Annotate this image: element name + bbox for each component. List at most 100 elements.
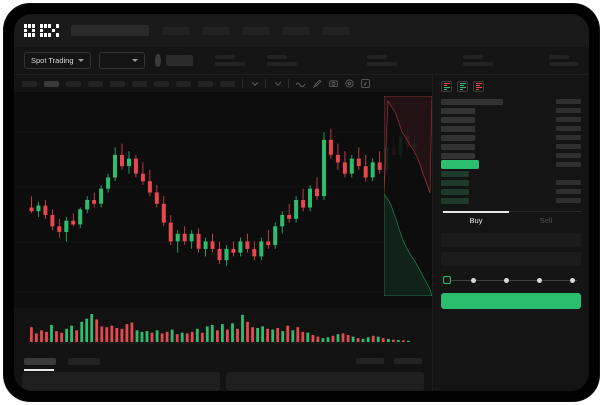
orders-tab-0[interactable] (24, 357, 56, 371)
orderbook-row-value (556, 180, 581, 185)
orderbook-row-value (556, 108, 581, 113)
volume-canvas (28, 314, 410, 344)
tab-sell[interactable]: Sell (539, 216, 553, 225)
orderbook-row[interactable] (441, 115, 581, 124)
orderbook-bids-icon[interactable] (457, 81, 468, 92)
pair-name (166, 55, 194, 66)
orderbook-row-value (556, 153, 581, 158)
orderbook-row-bar (441, 134, 475, 141)
orders-action-0[interactable] (356, 358, 384, 364)
camera-icon[interactable] (329, 75, 338, 93)
amount-slider[interactable] (443, 276, 579, 285)
orders-tabs-right (356, 358, 422, 364)
orderbook-row-value (556, 189, 581, 194)
orderbook-row[interactable] (441, 124, 581, 133)
orderbook-row[interactable] (441, 187, 581, 196)
orderbook-view-modes (433, 75, 589, 97)
orderbook-row-bar (441, 170, 469, 177)
timeframe-6[interactable] (154, 80, 169, 87)
stat-item (463, 55, 494, 66)
orders-tab-1[interactable] (68, 357, 100, 365)
orderbook-row[interactable] (441, 178, 581, 187)
timeframe-8[interactable] (198, 80, 213, 87)
orderbook-row[interactable] (441, 151, 581, 160)
orderbook-row-value (556, 135, 581, 140)
slider-dot-4[interactable] (570, 277, 575, 283)
pair-selector[interactable] (98, 52, 145, 69)
orders-panels (14, 372, 432, 391)
toolbar-divider (265, 79, 266, 88)
nav-item-3[interactable] (283, 26, 309, 35)
orderbook-row-bar (441, 143, 475, 150)
orderbook-row-value (556, 117, 581, 122)
depth-chart (383, 95, 433, 297)
coin-avatar-icon (154, 54, 162, 67)
nav-item-4[interactable] (323, 26, 349, 35)
orderbook-row[interactable] (441, 106, 581, 115)
timeframe-9[interactable] (220, 80, 235, 87)
amount-field[interactable] (441, 252, 581, 266)
orderbook-both-icon[interactable] (441, 81, 452, 92)
ticker-bar: Spot Trading (14, 47, 589, 75)
orders-action-1[interactable] (394, 358, 422, 364)
price-chart[interactable] (14, 92, 432, 308)
chevron-down-icon (131, 59, 138, 62)
orderbook-row[interactable] (441, 97, 581, 106)
orderbook-row[interactable] (441, 169, 581, 178)
trading-mode-label: Spot Trading (31, 56, 74, 65)
okx-logo-icon[interactable] (24, 24, 59, 37)
indicator-selector[interactable] (273, 81, 281, 86)
settings-gear-icon[interactable] (345, 75, 354, 93)
orderbook-row-bar (441, 197, 469, 204)
chevron-down-icon (77, 59, 84, 62)
orderbook-row-value (556, 198, 581, 203)
slider-track (445, 280, 577, 281)
stat-item (215, 55, 246, 66)
slider-handle-icon[interactable] (443, 276, 451, 284)
orderbook-row[interactable] (441, 133, 581, 142)
orderbook-row-value (556, 144, 581, 149)
tab-buy[interactable]: Buy (441, 211, 511, 225)
header-nav (163, 26, 349, 35)
timeframe-7[interactable] (176, 80, 191, 87)
trading-mode-selector[interactable]: Spot Trading (24, 52, 91, 69)
indicator-wave-icon[interactable] (295, 75, 306, 93)
fullscreen-icon[interactable] (361, 75, 370, 93)
timeframe-5[interactable] (132, 80, 147, 87)
orderbook-row-bar (441, 160, 479, 169)
submit-buy-button[interactable] (441, 293, 581, 309)
orderbook-row-value (556, 162, 581, 167)
timeframe-2[interactable] (66, 80, 81, 87)
timeframe-0[interactable] (22, 80, 37, 87)
orderbook-row[interactable] (441, 142, 581, 151)
orderbook-row-bar (441, 179, 469, 186)
order-form-tabs: Buy Sell (441, 211, 581, 225)
chart-type-selector[interactable] (250, 81, 258, 86)
slider-dot-1[interactable] (471, 277, 476, 283)
orderbook-row[interactable] (441, 196, 581, 205)
orderbook-row-bar (441, 98, 503, 105)
timeframe-1[interactable] (44, 80, 59, 87)
price-field[interactable] (441, 233, 581, 247)
orders-panel-1[interactable] (226, 372, 424, 391)
orderbook-row-bar (441, 107, 475, 114)
timeframe-3[interactable] (88, 80, 103, 87)
volume-chart (14, 308, 432, 350)
nav-item-2[interactable] (243, 26, 269, 35)
slider-dot-2[interactable] (504, 277, 509, 283)
candlestick-canvas (14, 128, 432, 293)
timeframe-4[interactable] (110, 80, 125, 87)
chart-toolbar (14, 75, 432, 92)
slider-dot-3[interactable] (537, 277, 542, 283)
stat-item (549, 55, 580, 66)
orderbook-rows[interactable] (433, 97, 589, 205)
search-input[interactable] (71, 25, 149, 36)
stat-item (267, 55, 298, 66)
stat-item (367, 55, 398, 66)
orderbook-row[interactable] (441, 160, 581, 169)
drawing-pencil-icon[interactable] (312, 75, 322, 93)
nav-item-0[interactable] (163, 26, 189, 35)
nav-item-1[interactable] (203, 26, 229, 35)
orderbook-asks-icon[interactable] (473, 81, 484, 92)
orders-panel-0[interactable] (22, 372, 220, 391)
